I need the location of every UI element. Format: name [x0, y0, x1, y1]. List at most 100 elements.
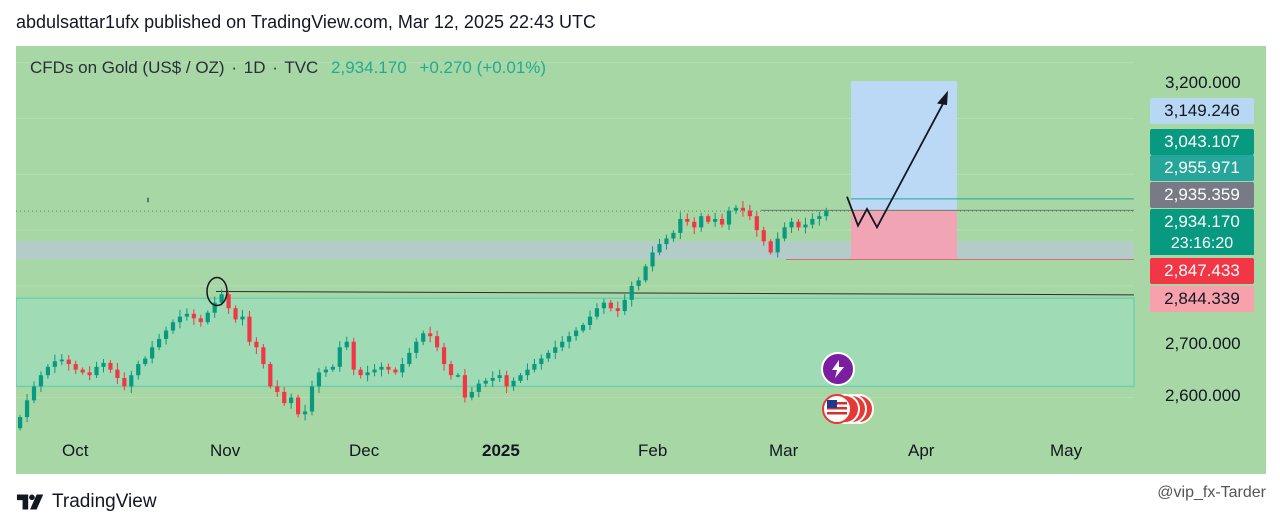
- candle-body: [212, 302, 217, 313]
- candle-body: [330, 366, 335, 370]
- candle-body: [282, 391, 287, 404]
- candle-body: [504, 375, 509, 387]
- candle-body: [316, 372, 322, 387]
- candle-body: [560, 341, 565, 348]
- candle-body: [80, 369, 85, 373]
- candle-body: [796, 221, 801, 228]
- projection-arrowhead: [937, 90, 948, 106]
- candle-body: [525, 369, 530, 376]
- support-zone: [16, 297, 1135, 388]
- interval-label[interactable]: 1D: [243, 58, 266, 77]
- candle-body: [115, 369, 120, 378]
- candle-body: [441, 347, 447, 365]
- candle-body: [205, 312, 210, 323]
- candle-body: [789, 221, 794, 228]
- candle-body: [747, 210, 752, 217]
- candle-body: [678, 218, 683, 233]
- candle-body: [608, 302, 613, 309]
- candle-body: [685, 218, 690, 222]
- candle-body: [386, 366, 391, 370]
- candle-body: [726, 210, 732, 225]
- candle-body: [191, 313, 196, 319]
- candle-body: [66, 359, 71, 365]
- candle-body: [810, 218, 815, 225]
- candle-body: [594, 308, 600, 317]
- candle-body: [18, 417, 23, 429]
- candle-body: [143, 358, 148, 365]
- candle-body: [24, 400, 30, 418]
- candle-body: [136, 364, 141, 376]
- candle-body: [803, 224, 808, 228]
- candle-body: [546, 352, 551, 359]
- candle-body: [511, 380, 516, 387]
- source-label: TVC: [284, 58, 319, 77]
- candle-body: [351, 341, 356, 370]
- candle-body: [476, 383, 481, 392]
- tradingview-logo[interactable]: TradingView: [16, 489, 157, 515]
- candle-body: [372, 369, 377, 373]
- candle-body: [94, 366, 99, 376]
- candle-body: [344, 341, 349, 348]
- candle-body: [302, 411, 308, 415]
- candle-body: [706, 216, 711, 222]
- target-price-tag: 3,149.246: [1150, 98, 1254, 124]
- candle-body: [52, 361, 57, 367]
- candle-body: [59, 359, 64, 362]
- candle-body: [31, 386, 37, 401]
- us-flag-icon[interactable]: [821, 393, 877, 425]
- tradingview-brand: TradingView: [52, 491, 157, 512]
- candle-body: [129, 375, 134, 387]
- candle-body: [219, 294, 224, 303]
- projection-path: [846, 101, 945, 230]
- level-3-price-tag: 2,844.339: [1150, 286, 1254, 312]
- last-price: 2,934.170: [331, 58, 407, 77]
- chart-area[interactable]: [16, 46, 1266, 474]
- candle-body: [108, 362, 113, 370]
- candle-body: [643, 266, 648, 281]
- candle-body: [428, 333, 433, 337]
- price-change: +0.270 (+0.01%): [419, 58, 547, 77]
- candle-body: [233, 308, 238, 320]
- candle-body: [817, 216, 822, 219]
- entry-price-tag: 2,935.359: [1150, 182, 1254, 208]
- level-2-price-tag: 2,955.971: [1150, 155, 1254, 181]
- candle-body: [87, 372, 92, 376]
- candle-body: [754, 216, 759, 231]
- stop-zone: [851, 210, 957, 260]
- current-price-tag: 2,934.170: [1150, 209, 1254, 235]
- x-tick-label: Mar: [769, 441, 799, 460]
- candle-body: [365, 372, 370, 376]
- bar-countdown: 23:16:20: [1150, 233, 1254, 255]
- candle-body: [268, 364, 273, 387]
- price-chart[interactable]: [16, 46, 1266, 474]
- x-tick-label: 2025: [482, 441, 520, 460]
- candle-body: [768, 241, 773, 253]
- candle-body: [435, 336, 440, 348]
- candle-body: [650, 252, 655, 267]
- candle-body: [483, 380, 488, 384]
- candle-body: [713, 218, 718, 222]
- candle-body: [157, 338, 162, 348]
- candle-body: [629, 285, 634, 300]
- candle-body: [240, 316, 245, 320]
- candle-body: [622, 299, 627, 312]
- candle-body: [400, 364, 405, 373]
- x-tick-label: May: [1050, 441, 1083, 460]
- candle-body: [247, 316, 252, 342]
- candle-body: [163, 330, 169, 339]
- y-tick-label: 2,700.000: [1165, 334, 1241, 353]
- lightning-icon[interactable]: [821, 352, 855, 386]
- candle-body: [455, 375, 461, 377]
- stop-price-tag: 2,847.433: [1150, 258, 1254, 284]
- symbol-name[interactable]: CFDs on Gold (US$ / OZ): [30, 58, 225, 77]
- candle-body: [358, 369, 363, 376]
- candle-body: [289, 397, 294, 404]
- candle-body: [699, 216, 704, 228]
- level-1-price-tag: 3,043.107: [1150, 129, 1254, 155]
- tradingview-logo-icon: [16, 494, 44, 510]
- candle-body: [275, 386, 280, 392]
- candle-body: [73, 364, 78, 370]
- candle-body: [719, 218, 725, 225]
- candle-body: [761, 230, 766, 242]
- candle-body: [379, 366, 384, 370]
